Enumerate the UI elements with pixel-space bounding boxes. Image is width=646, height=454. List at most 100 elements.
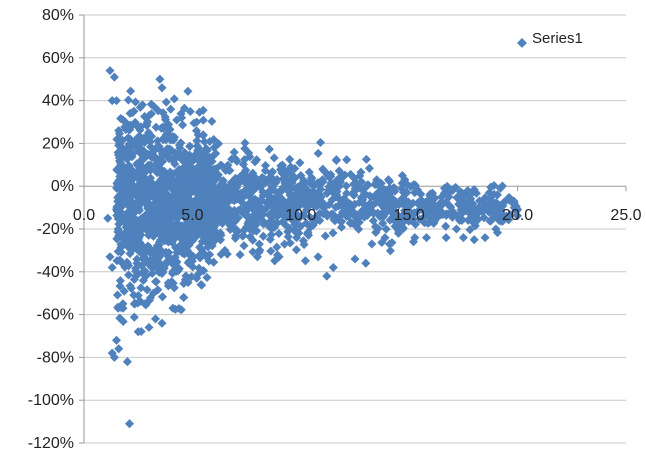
data-point	[164, 248, 174, 258]
data-point	[146, 109, 156, 119]
data-point	[230, 233, 240, 243]
data-point	[166, 104, 176, 114]
data-point	[207, 116, 217, 126]
data-point	[244, 224, 254, 234]
data-point	[146, 99, 156, 109]
data-point	[230, 216, 240, 226]
data-point	[198, 130, 208, 141]
data-point	[174, 140, 184, 150]
data-point	[336, 222, 347, 232]
data-point	[133, 159, 143, 169]
data-point	[285, 154, 295, 164]
data-point	[458, 233, 468, 243]
data-point	[240, 154, 250, 165]
data-point	[147, 131, 157, 141]
data-point	[227, 154, 237, 164]
data-point	[185, 106, 195, 117]
data-point	[232, 183, 242, 193]
data-point	[226, 195, 236, 205]
data-point	[137, 189, 147, 199]
data-point	[127, 196, 137, 206]
data-point	[229, 205, 239, 215]
data-point	[133, 136, 143, 146]
data-point	[123, 147, 133, 157]
data-point	[132, 220, 142, 230]
data-point	[248, 186, 258, 196]
data-point	[165, 178, 175, 188]
data-point	[222, 202, 232, 212]
data-point	[199, 216, 210, 226]
data-point	[117, 240, 127, 250]
data-point	[138, 146, 148, 156]
data-point	[115, 158, 126, 168]
data-point	[111, 335, 122, 345]
data-point	[161, 97, 171, 107]
data-point	[249, 205, 259, 215]
data-point	[320, 231, 330, 241]
data-point	[225, 165, 235, 176]
y-tick-label-6: -40%	[37, 264, 74, 281]
data-point	[125, 214, 135, 224]
data-point	[189, 118, 199, 128]
data-point	[239, 241, 249, 251]
data-point	[138, 215, 148, 225]
data-point	[180, 213, 191, 223]
y-tick-label-4: 0%	[51, 178, 74, 195]
data-point	[125, 134, 135, 144]
data-point	[135, 102, 145, 112]
y-tick-label-8: -80%	[37, 349, 74, 366]
y-tick-label-2: 40%	[42, 93, 74, 110]
data-point	[421, 233, 432, 243]
data-point	[208, 151, 218, 161]
data-point	[198, 225, 208, 235]
data-point	[105, 66, 115, 76]
data-point	[150, 245, 160, 255]
legend-marker	[517, 38, 527, 48]
data-point	[143, 241, 153, 251]
data-point	[126, 86, 136, 96]
data-point	[113, 150, 124, 160]
data-point	[183, 86, 193, 96]
data-point	[206, 181, 216, 191]
data-point	[130, 97, 141, 107]
data-point	[125, 173, 135, 183]
data-point	[151, 277, 161, 287]
data-point	[124, 419, 135, 429]
data-point	[480, 233, 490, 243]
data-point	[192, 136, 202, 146]
data-point	[172, 115, 182, 125]
y-tick-label-0: 80%	[42, 7, 74, 24]
data-point	[322, 271, 332, 281]
data-point	[114, 214, 125, 224]
data-point	[202, 208, 212, 218]
data-point	[166, 145, 176, 155]
data-point	[235, 204, 245, 214]
data-point	[107, 262, 117, 273]
data-point	[350, 254, 360, 264]
data-point	[157, 149, 168, 159]
data-point	[240, 144, 250, 154]
data-point	[214, 202, 224, 212]
legend-label-series1: Series1	[532, 30, 583, 47]
data-point	[118, 135, 128, 145]
data-point	[195, 242, 205, 252]
data-point	[300, 256, 310, 266]
data-point	[114, 203, 124, 213]
data-point	[114, 227, 124, 237]
data-point	[144, 322, 154, 332]
data-point	[174, 211, 184, 221]
y-tick-label-3: 20%	[42, 135, 74, 152]
data-point	[178, 120, 188, 130]
data-point	[328, 228, 338, 238]
data-point	[243, 212, 253, 222]
y-tick-label-9: -100%	[28, 392, 74, 409]
data-point	[142, 117, 153, 127]
data-point	[342, 155, 352, 165]
data-point	[105, 252, 115, 262]
data-point	[204, 194, 214, 204]
data-point	[367, 239, 377, 249]
data-point	[157, 83, 167, 93]
data-point	[134, 170, 144, 180]
data-point	[116, 113, 126, 124]
data-point	[148, 213, 158, 223]
